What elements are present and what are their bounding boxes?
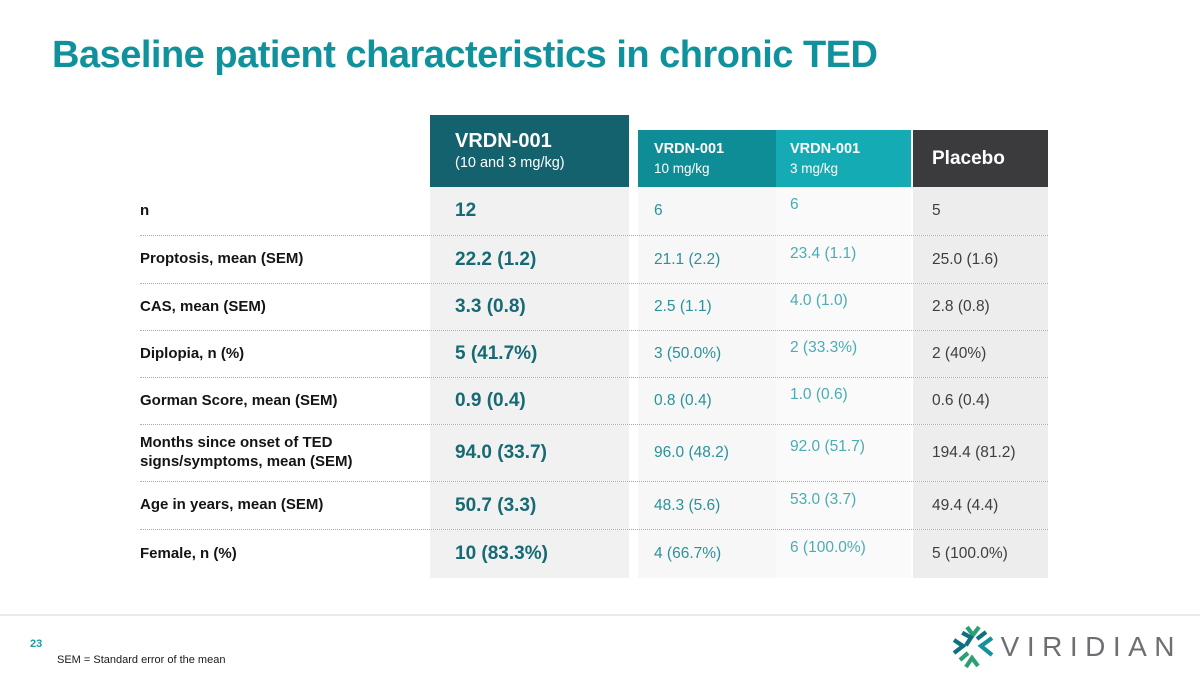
cell-vrdn001-10mg: 3 (50.0%) (638, 331, 776, 377)
cell-placebo: 0.6 (0.4) (913, 378, 1048, 424)
table-body: n 12 6 6 5 Proptosis, mean (SEM) 22.2 (1.2) 21.… (140, 187, 1048, 578)
logo-wordmark: VIRIDIAN (1000, 631, 1182, 662)
cell-vrdn001-combined: 94.0 (33.7) (430, 425, 629, 481)
cell-vrdn001-10mg: 4 (66.7%) (638, 530, 776, 578)
column-gap (629, 236, 638, 283)
column-header-vrdn001-3mg: VRDN-001 3 mg/kg (776, 130, 911, 187)
column-gap (911, 284, 913, 330)
footnote: SEM = Standard error of the mean (57, 654, 226, 666)
column-subtitle: 3 mg/kg (790, 160, 839, 176)
cell-vrdn001-combined: 50.7 (3.3) (430, 482, 629, 529)
column-gap (629, 482, 638, 529)
table-header-row: VRDN-001 (10 and 3 mg/kg) VRDN-001 10 mg… (140, 115, 1048, 187)
row-label: Age in years, mean (SEM) (140, 482, 430, 529)
column-title: VRDN-001 (455, 130, 552, 152)
cell-placebo: 2 (40%) (913, 331, 1048, 377)
column-title: VRDN-001 (654, 141, 725, 157)
table-row: Months since onset of TED signs/symptoms… (140, 425, 1048, 482)
cell-vrdn001-3mg: 4.0 (1.0) (776, 284, 911, 330)
cell-placebo: 49.4 (4.4) (913, 482, 1048, 529)
row-label: Female, n (%) (140, 530, 430, 578)
row-label: Diplopia, n (%) (140, 331, 430, 377)
column-gap (911, 425, 913, 481)
cell-vrdn001-10mg: 96.0 (48.2) (638, 425, 776, 481)
cell-vrdn001-3mg: 53.0 (3.7) (776, 482, 911, 529)
table-row: Female, n (%) 10 (83.3%) 4 (66.7%) 6 (100.0… (140, 530, 1048, 578)
cell-placebo: 25.0 (1.6) (913, 236, 1048, 283)
column-gap (911, 236, 913, 283)
cell-vrdn001-3mg: 6 (100.0%) (776, 530, 911, 578)
column-title: VRDN-001 (790, 141, 861, 157)
starburst-asterisk-icon (952, 625, 993, 669)
cell-vrdn001-combined: 22.2 (1.2) (430, 236, 629, 283)
column-header-vrdn001-10mg: VRDN-001 10 mg/kg (638, 130, 776, 187)
column-header-placebo: Placebo (913, 130, 1048, 187)
table-row: Gorman Score, mean (SEM) 0.9 (0.4) 0.8 (0.… (140, 378, 1048, 425)
cell-placebo: 5 (100.0%) (913, 530, 1048, 578)
viridian-logo: VIRIDIAN (951, 624, 1182, 670)
row-label: n (140, 187, 430, 235)
table-row: Age in years, mean (SEM) 50.7 (3.3) 48.3 (… (140, 482, 1048, 530)
table-row: CAS, mean (SEM) 3.3 (0.8) 2.5 (1.1) 4.0 (1.… (140, 284, 1048, 331)
column-gap (629, 187, 638, 235)
row-label: Months since onset of TED signs/symptoms… (140, 425, 430, 481)
column-gap (629, 284, 638, 330)
cell-vrdn001-combined: 0.9 (0.4) (430, 378, 629, 424)
table-row: Proptosis, mean (SEM) 22.2 (1.2) 21.1 (2.2… (140, 236, 1048, 284)
column-gap (629, 331, 638, 377)
page-number: 23 (30, 638, 43, 650)
column-subtitle: (10 and 3 mg/kg) (455, 155, 565, 171)
cell-vrdn001-3mg: 2 (33.3%) (776, 331, 911, 377)
row-label: Proptosis, mean (SEM) (140, 236, 430, 283)
column-gap (629, 378, 638, 424)
column-header-vrdn001-combined: VRDN-001 (10 and 3 mg/kg) (430, 115, 629, 187)
cell-vrdn001-combined: 10 (83.3%) (430, 530, 629, 578)
table-row: Diplopia, n (%) 5 (41.7%) 3 (50.0%) 2 (33.3… (140, 331, 1048, 378)
footer-divider (0, 614, 1200, 616)
column-gap (911, 530, 913, 578)
cell-vrdn001-3mg: 1.0 (0.6) (776, 378, 911, 424)
cell-vrdn001-10mg: 48.3 (5.6) (638, 482, 776, 529)
row-label: CAS, mean (SEM) (140, 284, 430, 330)
column-gap (629, 425, 638, 481)
column-gap (911, 187, 913, 235)
column-gap (911, 378, 913, 424)
baseline-characteristics-table: VRDN-001 (10 and 3 mg/kg) VRDN-001 10 mg… (140, 115, 1048, 578)
cell-vrdn001-combined: 5 (41.7%) (430, 331, 629, 377)
cell-vrdn001-3mg: 23.4 (1.1) (776, 236, 911, 283)
cell-placebo: 2.8 (0.8) (913, 284, 1048, 330)
column-gap (629, 530, 638, 578)
cell-vrdn001-10mg: 0.8 (0.4) (638, 378, 776, 424)
cell-vrdn001-3mg: 92.0 (51.7) (776, 425, 911, 481)
cell-vrdn001-10mg: 6 (638, 187, 776, 235)
row-label: Gorman Score, mean (SEM) (140, 378, 430, 424)
cell-vrdn001-10mg: 2.5 (1.1) (638, 284, 776, 330)
cell-vrdn001-3mg: 6 (776, 187, 911, 235)
cell-vrdn001-combined: 12 (430, 187, 629, 235)
column-gap (911, 331, 913, 377)
cell-vrdn001-10mg: 21.1 (2.2) (638, 236, 776, 283)
cell-placebo: 194.4 (81.2) (913, 425, 1048, 481)
table-row: n 12 6 6 5 (140, 187, 1048, 236)
cell-placebo: 5 (913, 187, 1048, 235)
cell-vrdn001-combined: 3.3 (0.8) (430, 284, 629, 330)
column-subtitle: 10 mg/kg (654, 160, 710, 176)
slide-title: Baseline patient characteristics in chro… (52, 34, 878, 76)
column-gap (911, 482, 913, 529)
